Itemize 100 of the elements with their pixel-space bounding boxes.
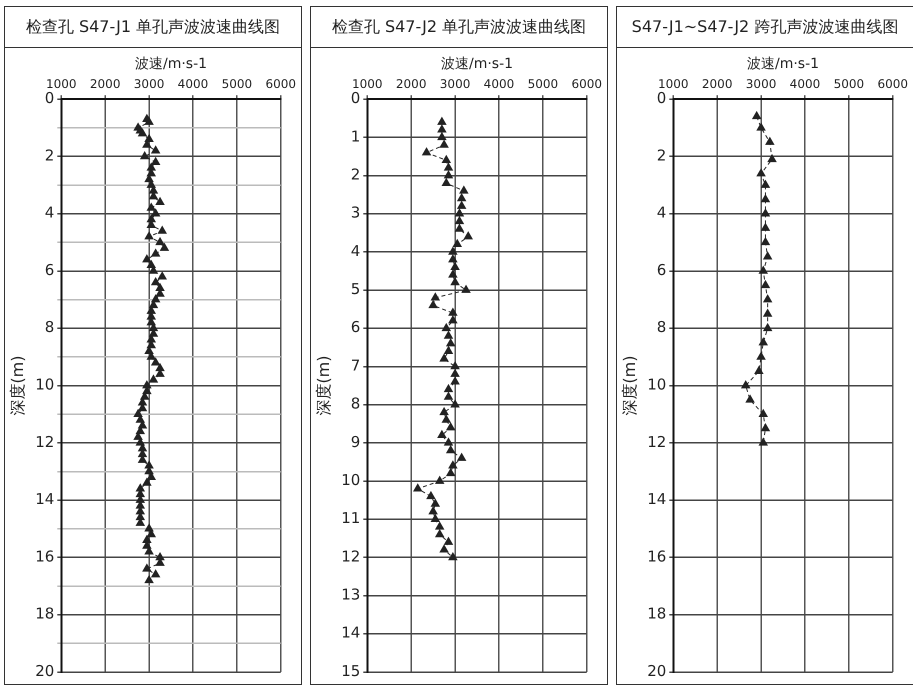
- y-tick-label: 20: [647, 662, 666, 680]
- point: [448, 552, 458, 560]
- point: [442, 155, 451, 164]
- y-axis-title: 深度(m): [620, 356, 639, 416]
- x-axis-title: 波速/m·s-1: [440, 56, 514, 72]
- point: [761, 223, 770, 231]
- point: [448, 460, 458, 469]
- point: [446, 468, 456, 476]
- y-tick-label: 8: [656, 318, 666, 336]
- point: [444, 392, 453, 400]
- point: [448, 246, 458, 255]
- point: [442, 323, 451, 332]
- point: [452, 239, 462, 248]
- point: [450, 400, 460, 408]
- y-tick-label: 7: [350, 356, 360, 374]
- point: [442, 414, 451, 423]
- point: [768, 154, 776, 162]
- point: [758, 409, 768, 417]
- y-tick-label: 4: [656, 204, 666, 222]
- x-tick-label: 6000: [877, 77, 908, 92]
- y-tick-label: 16: [647, 547, 666, 566]
- point: [413, 484, 422, 492]
- y-tick-label: 6: [656, 260, 666, 279]
- point: [435, 522, 444, 530]
- point: [761, 280, 770, 288]
- point: [444, 537, 453, 545]
- y-tick-label: 14: [647, 490, 666, 508]
- y-tick-label: 8: [44, 318, 54, 336]
- x-tick-label: 4000: [484, 77, 514, 92]
- point: [756, 352, 766, 360]
- y-tick-label: 10: [341, 470, 360, 489]
- y-tick-label: 3: [350, 204, 360, 222]
- point: [450, 362, 460, 370]
- point: [457, 193, 466, 202]
- point: [448, 254, 458, 262]
- point: [457, 201, 466, 209]
- point: [758, 266, 768, 274]
- x-tick-label: 3000: [746, 77, 776, 92]
- y-tick-label: 10: [647, 375, 666, 394]
- point: [450, 262, 460, 270]
- point: [756, 168, 766, 176]
- point: [455, 208, 464, 217]
- x-tick-label: 6000: [571, 77, 602, 92]
- point: [430, 514, 440, 522]
- point: [763, 323, 772, 332]
- point: [756, 122, 766, 131]
- point: [438, 124, 446, 132]
- y-tick-label: 9: [350, 432, 360, 451]
- y-tick-label: 6: [350, 318, 360, 336]
- y-tick-label: 15: [341, 662, 360, 680]
- x-tick-label: 1000: [658, 77, 689, 92]
- x-tick-label: 1000: [352, 77, 383, 92]
- point: [448, 316, 458, 324]
- point: [446, 338, 456, 346]
- point: [444, 346, 453, 354]
- point: [741, 380, 750, 388]
- y-tick-label: 12: [647, 432, 666, 451]
- y-tick-label: 0: [350, 89, 360, 108]
- point: [438, 430, 446, 438]
- point: [438, 132, 446, 140]
- point: [446, 446, 456, 454]
- point: [462, 285, 470, 293]
- y-tick-label: 11: [341, 509, 360, 528]
- y-tick-label: 18: [647, 604, 666, 623]
- point: [763, 309, 772, 317]
- point: [459, 186, 468, 194]
- point: [464, 232, 473, 240]
- point: [430, 498, 440, 507]
- point: [450, 277, 460, 286]
- point: [430, 292, 440, 301]
- x-tick-label: 5000: [528, 77, 558, 92]
- y-tick-label: 12: [35, 432, 54, 451]
- point: [761, 208, 770, 217]
- y-tick-label: 12: [341, 547, 360, 566]
- y-axis-title: 深度(m): [314, 356, 333, 416]
- point: [763, 294, 772, 302]
- x-tick-label: 4000: [178, 77, 208, 92]
- point: [422, 148, 431, 156]
- point: [426, 491, 436, 500]
- y-tick-label: 4: [350, 242, 360, 260]
- x-tick-label: 6000: [265, 77, 296, 92]
- y-tick-label: 13: [341, 586, 360, 604]
- point: [450, 376, 460, 385]
- point: [752, 111, 762, 120]
- y-tick-label: 14: [341, 624, 360, 642]
- point: [761, 194, 770, 202]
- point: [758, 438, 768, 446]
- x-tick-label: 2000: [702, 77, 732, 92]
- x-axis-title: 波速/m·s-1: [746, 56, 820, 72]
- x-tick-label: 2000: [90, 77, 120, 92]
- y-tick-label: 8: [350, 394, 360, 413]
- x-tick-label: 2000: [396, 77, 426, 92]
- point: [442, 178, 451, 186]
- y-tick-label: 0: [656, 89, 666, 108]
- y-tick-label: 5: [350, 280, 360, 298]
- x-tick-label: 5000: [222, 77, 252, 92]
- y-tick-label: 16: [35, 547, 54, 566]
- point: [763, 252, 772, 260]
- y-tick-label: 18: [35, 604, 54, 623]
- point: [448, 270, 458, 278]
